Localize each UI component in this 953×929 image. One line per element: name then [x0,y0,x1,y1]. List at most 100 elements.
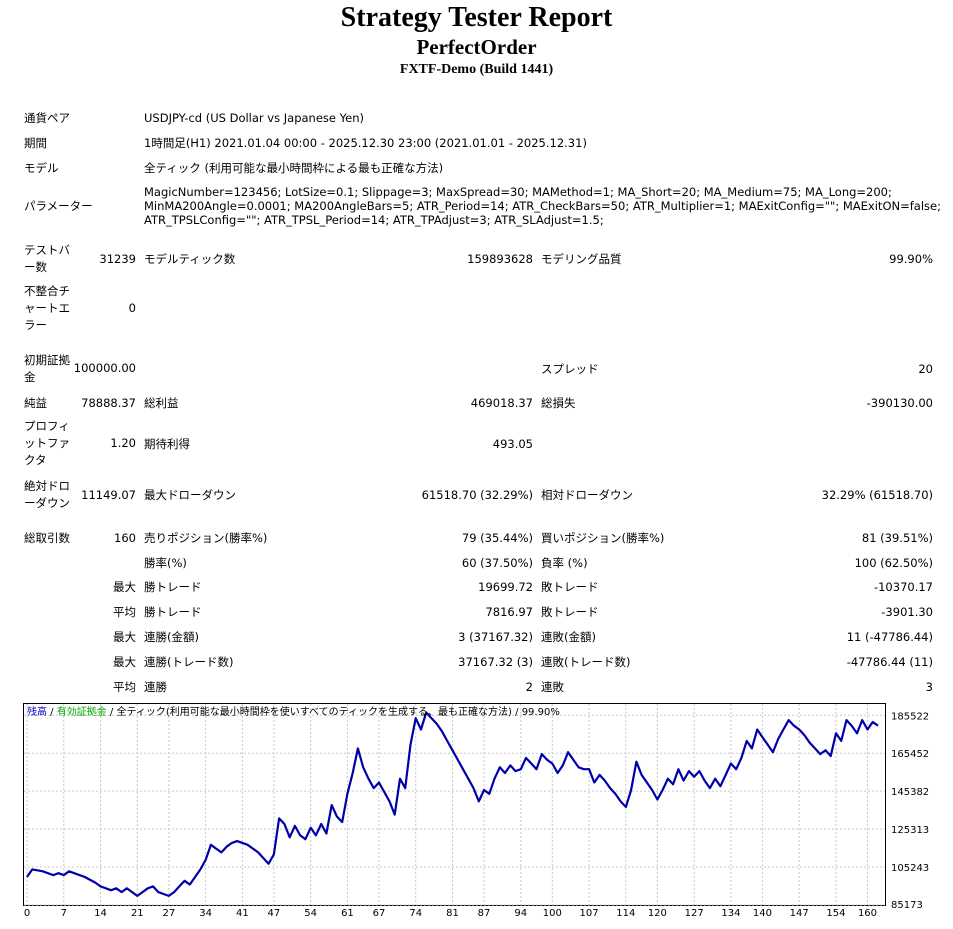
winrate-value: 60 (37.50%) [461,556,533,570]
x-tick-label: 14 [94,908,107,919]
x-tick-label: 34 [199,908,212,919]
max-win-value: 19699.72 [478,580,533,594]
mismatch-label-3: ラー [24,318,47,332]
legend-balance: 残高 [27,705,47,718]
short-value: 79 (35.44%) [461,531,533,545]
period-value: 1時間足(H1) 2021.01.04 00:00 - 2025.12.30 2… [144,136,587,150]
pf-label-3: クタ [24,453,47,467]
long-value: 81 (39.51%) [861,531,933,545]
x-tick-label: 41 [236,908,249,919]
x-tick-label: 67 [373,908,386,919]
pf-value: 1.20 [110,436,136,450]
x-tick-label: 114 [616,908,635,919]
x-tick-label: 140 [753,908,772,919]
model-label: モデル [24,161,59,175]
avg-consec-win-label: 連勝 [144,680,167,694]
avg-win-label: 勝トレード [144,605,202,619]
max-dd-value: 61518.70 (32.29%) [421,488,533,502]
y-tick-label: 105243 [891,863,929,874]
rel-dd-value: 32.29% (61518.70) [821,488,933,502]
max-consec-win-cnt-value: 37167.32 (3) [458,655,533,669]
params-label: パラメーター [24,199,93,213]
short-label: 売りポジション(勝率%) [144,531,268,545]
avg-consec-win-value: 2 [525,680,533,694]
total-trades-value: 160 [114,531,136,545]
x-tick-label: 47 [268,908,281,919]
y-tick-label: 185522 [891,711,929,722]
ticks-label: モデルティック数 [144,252,236,266]
plot-frame [23,703,886,906]
lossrate-label: 負率 (%) [541,556,588,570]
abs-dd-label-2: ーダウン [24,496,70,510]
ticks-value: 159893628 [467,252,533,266]
spread-label: スプレッド [541,362,599,376]
deposit-value: 100000.00 [73,361,136,375]
y-tick-label: 85173 [891,900,923,911]
net-value: 78888.37 [81,396,136,410]
gross-profit-label: 総利益 [144,396,179,410]
gross-profit-value: 469018.37 [470,396,533,410]
legend-equity: 有効証拠金 [57,705,107,718]
x-tick-label: 74 [409,908,422,919]
x-tick-labels: 0 7 14 21 27 34 41 47 54 61 67 74 81 87 94 100 107 114 120… [24,908,877,919]
long-label: 買いポジション(勝率%) [541,531,665,545]
avg-loss-value: -3901.30 [881,605,933,619]
gross-loss-label: 総損失 [541,396,576,410]
x-tick-label: 100 [543,908,562,919]
quality-label: モデリング品質 [541,252,622,266]
symbol-value: USDJPY-cd (US Dollar vs Japanese Yen) [144,111,364,125]
deposit-label-2: 金 [24,370,36,384]
avg-loss-label: 敗トレード [541,605,599,619]
pf-label-1: プロフィ [24,419,70,433]
abs-dd-value: 11149.07 [81,488,136,502]
x-tick-label: 127 [685,908,704,919]
expected-label: 期待利得 [144,437,190,451]
net-label: 純益 [24,396,47,410]
max-consec-win-cnt-label: 連勝(トレード数) [144,655,234,669]
period-label: 期間 [24,136,47,150]
x-tick-label: 94 [514,908,527,919]
mismatch-label-1: 不整合チ [24,284,70,298]
max-consec-win-amt-label: 連勝(金額) [144,630,199,644]
server-name: FXTF-Demo (Build 1441) [399,62,554,77]
params-line-2: MinMA200Angle=0.0001; MA200AngleBars=5; … [144,199,941,213]
max-label-1: 最大 [113,580,136,594]
x-tick-label: 81 [446,908,459,919]
bars-label-2: ー数 [24,260,47,274]
x-tick-label: 21 [131,908,144,919]
rel-dd-label: 相対ドローダウン [541,488,633,502]
x-tick-label: 54 [304,908,317,919]
max-consec-loss-cnt-value: -47786.44 (11) [846,655,933,669]
max-label-2: 最大 [113,630,136,644]
x-tick-label: 154 [826,908,845,919]
avg-win-value: 7816.97 [485,605,533,619]
avg-label-1: 平均 [113,605,136,619]
params-line-1: MagicNumber=123456; LotSize=0.1; Slippag… [144,185,892,199]
symbol-label: 通貨ペア [24,111,70,125]
max-consec-loss-amt-value: 11 (-47786.44) [846,630,933,644]
max-dd-label: 最大ドローダウン [144,488,236,502]
max-consec-win-amt-value: 3 (37167.32) [458,630,533,644]
max-loss-label: 敗トレード [541,580,599,594]
x-tick-label: 7 [61,908,67,919]
avg-consec-loss-label: 連敗 [541,680,564,694]
x-tick-label: 134 [721,908,740,919]
avg-consec-loss-value: 3 [925,680,933,694]
y-tick-label: 165452 [891,749,929,760]
params-line-3: ATR_TPSLConfig=""; ATR_TPSL_Period=14; A… [144,213,604,227]
x-tick-label: 147 [790,908,809,919]
y-tick-label: 125313 [891,825,929,836]
winrate-label: 勝率(%) [144,556,187,570]
bars-label-1: テストバ [24,243,70,257]
balance-chart: 0 7 14 21 27 34 41 47 54 61 67 74 81 87 94 100 107 114 120… [23,703,929,919]
abs-dd-label-1: 絶対ドロ [24,479,70,493]
model-value: 全ティック (利用可能な最小時間枠による最も正確な方法) [144,161,444,175]
max-win-label: 勝トレード [144,580,202,594]
x-tick-label: 27 [162,908,175,919]
mismatch-value: 0 [128,301,136,315]
bars-value: 31239 [99,252,136,266]
x-tick-label: 120 [648,908,667,919]
x-tick-label: 160 [858,908,877,919]
max-loss-value: -10370.17 [873,580,933,594]
y-tick-label: 145382 [891,787,929,798]
